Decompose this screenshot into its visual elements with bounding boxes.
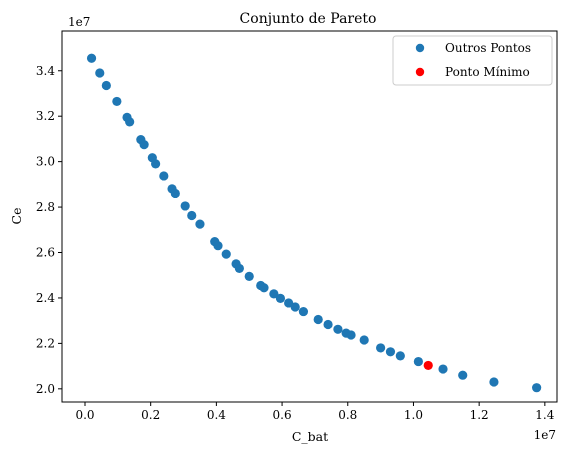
outros-ponto-point	[221, 249, 231, 259]
outros-ponto-point	[159, 171, 169, 181]
x-tick-label: 0.4	[207, 408, 226, 422]
outros-ponto-point	[376, 343, 386, 353]
x-tick-label: 1.4	[535, 408, 554, 422]
outros-ponto-point	[234, 263, 244, 274]
outros-ponto-point	[346, 330, 356, 340]
outros-ponto-point	[95, 68, 105, 78]
x-axis-ticks: 0.0 0.2 0.4 0.6 0.8 1.0 1.2 1.4	[75, 402, 555, 422]
x-tick-label: 0.8	[338, 408, 357, 422]
y-tick-label: 2.0	[36, 382, 55, 396]
outros-ponto-point	[180, 201, 190, 211]
outros-ponto-point	[395, 351, 405, 361]
outros-ponto-point	[112, 96, 122, 107]
y-axis-label: Ce	[9, 208, 24, 225]
y-tick-label: 3.0	[36, 155, 55, 169]
outros-ponto-point	[385, 347, 396, 357]
x-axis-label: C_bat	[292, 429, 328, 444]
outros-ponto-point	[290, 302, 300, 312]
y-offset-label: 1e7	[68, 15, 90, 29]
outros-ponto-point	[269, 289, 279, 299]
outros-ponto-point	[275, 293, 286, 304]
outros-ponto-point	[458, 370, 468, 380]
legend-marker-ponto-minimo	[415, 67, 425, 77]
legend-label-ponto-minimo: Ponto Mínimo	[445, 65, 530, 79]
outros-ponto-point	[359, 335, 369, 345]
outros-ponto-point	[86, 53, 97, 63]
legend-marker-outros-pontos	[415, 43, 425, 53]
outros-ponto-point	[259, 283, 269, 293]
outros-ponto-point	[151, 159, 161, 169]
legend: Outros Pontos Ponto Mínimo	[392, 35, 553, 86]
outros-ponto-point	[101, 80, 111, 91]
outros-ponto-point	[413, 356, 423, 367]
x-tick-label: 0.2	[141, 408, 160, 422]
outros-ponto-point	[187, 210, 197, 221]
x-tick-label: 0.0	[75, 408, 94, 422]
outros-ponto-point	[213, 241, 223, 251]
outros-ponto-point	[489, 377, 499, 387]
ponto-minimo-point	[423, 360, 433, 371]
outros-ponto-point	[284, 298, 294, 308]
y-tick-label: 3.2	[36, 109, 55, 123]
outros-ponto-point	[532, 383, 542, 393]
x-offset-label: 1e7	[534, 428, 556, 442]
outros-ponto-point	[125, 117, 135, 127]
outros-ponto-point	[313, 314, 323, 325]
outros-ponto-point	[323, 319, 333, 330]
outros-ponto-point	[139, 139, 149, 150]
y-tick-label: 2.6	[36, 246, 55, 260]
y-tick-label: 2.8	[36, 200, 55, 214]
x-tick-label: 1.2	[470, 408, 489, 422]
outros-ponto-point	[195, 219, 205, 229]
y-tick-label: 3.4	[36, 64, 55, 78]
data-points	[86, 53, 542, 393]
chart-title: Conjunto de Pareto	[240, 11, 377, 27]
y-tick-label: 2.2	[36, 336, 55, 350]
outros-ponto-point	[333, 324, 343, 334]
outros-ponto-point	[298, 306, 309, 317]
x-tick-label: 0.6	[273, 408, 292, 422]
legend-box	[392, 35, 553, 86]
y-tick-label: 2.4	[36, 291, 55, 305]
legend-label-outros-pontos: Outros Pontos	[445, 41, 531, 55]
outros-ponto-point	[170, 188, 180, 199]
plot-area-frame	[61, 30, 558, 403]
x-tick-label: 1.0	[404, 408, 423, 422]
outros-ponto-point	[244, 271, 254, 281]
y-axis-ticks: 2.0 2.2 2.4 2.6 2.8 3.0 3.2 3.4	[36, 64, 62, 396]
outros-ponto-point	[438, 364, 448, 374]
